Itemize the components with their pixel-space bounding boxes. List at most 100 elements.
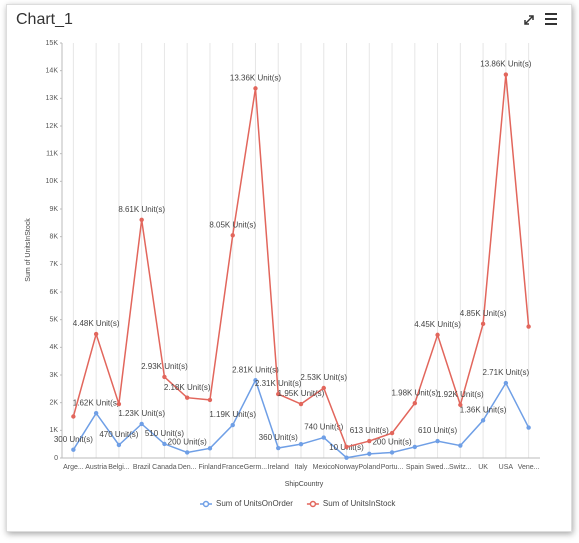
data-point (207, 446, 213, 451)
legend-marker (309, 500, 317, 508)
data-point (503, 380, 509, 386)
data-point (298, 401, 304, 407)
data-point (139, 217, 144, 222)
data-point (344, 455, 349, 460)
data-label: 1.36K Unit(s) (460, 405, 507, 414)
data-point (276, 445, 281, 451)
data-point (139, 421, 144, 427)
y-tick-label: 3K (49, 372, 58, 379)
x-tick-label: Ireland (268, 464, 290, 471)
data-point (230, 422, 235, 428)
data-label: 2.71K Unit(s) (483, 368, 530, 377)
data-point (435, 332, 440, 338)
data-point (116, 442, 122, 448)
x-tick-label: France (222, 464, 244, 471)
data-point (71, 447, 76, 452)
y-tick-label: 14K (46, 68, 59, 75)
data-label: 2.93K Unit(s) (141, 362, 188, 371)
y-tick-label: 15K (46, 40, 59, 47)
x-tick-label: Den... (178, 464, 197, 471)
data-point (526, 425, 531, 430)
data-label: 610 Unit(s) (418, 426, 457, 435)
y-tick-label: 7K (49, 261, 58, 268)
data-point (321, 385, 326, 391)
x-tick-label: Austria (85, 464, 107, 471)
data-point (321, 435, 326, 440)
data-point (367, 438, 372, 444)
data-point (480, 321, 486, 327)
x-axis-title: ShipCountry (285, 481, 324, 488)
data-point (162, 441, 167, 447)
data-label: 1.62K Unit(s) (73, 398, 120, 407)
menu-icon[interactable] (545, 13, 557, 25)
data-point (93, 331, 99, 337)
x-tick-label: Italy (295, 464, 308, 471)
data-label: 613 Unit(s) (350, 426, 389, 435)
data-label: 1.98K Unit(s) (391, 388, 438, 397)
y-tick-label: 4K (49, 344, 58, 351)
data-point (344, 444, 349, 450)
data-point (389, 430, 395, 436)
data-label: 1.23K Unit(s) (118, 409, 165, 418)
data-point (184, 395, 190, 400)
y-tick-label: 13K (46, 95, 59, 102)
x-tick-label: Poland (358, 464, 380, 471)
x-tick-label: Germ... (244, 464, 267, 471)
data-point (503, 72, 509, 77)
y-tick-label: 1K (49, 427, 58, 434)
x-tick-label: Portu... (381, 464, 404, 471)
x-tick-label: Arge... (63, 464, 84, 471)
data-point (412, 444, 418, 450)
legend-label: Sum of UnitsInStock (323, 499, 396, 508)
chart-card (6, 4, 572, 532)
expand-icon[interactable] (524, 15, 534, 25)
x-tick-label: Swed... (426, 464, 449, 471)
data-point (412, 401, 418, 406)
data-label: 2.31K Unit(s) (255, 379, 302, 388)
x-tick-label: Vene... (518, 464, 540, 471)
data-label: 1.95K Unit(s) (278, 389, 325, 398)
x-tick-label: Norway (335, 464, 359, 471)
y-tick-label: 12K (46, 123, 59, 130)
data-label: 4.45K Unit(s) (414, 320, 461, 329)
data-label: 2.53K Unit(s) (300, 373, 347, 382)
y-tick-label: 10K (46, 178, 59, 185)
x-tick-label: Finland (198, 464, 221, 471)
data-point (298, 441, 304, 447)
data-label: 4.85K Unit(s) (460, 309, 507, 318)
data-point (207, 397, 213, 403)
y-axis-title: Sum of UnitsInStock (25, 218, 32, 282)
data-label: 8.61K Unit(s) (118, 205, 165, 214)
data-point (93, 410, 99, 416)
y-tick-label: 11K (46, 151, 58, 158)
data-point (162, 374, 167, 380)
data-point (253, 378, 258, 383)
data-point (116, 401, 122, 407)
data-point (458, 443, 463, 448)
data-point (367, 451, 372, 457)
data-label: 8.05K Unit(s) (209, 220, 256, 229)
data-point (526, 324, 531, 329)
data-label: 740 Unit(s) (304, 423, 343, 432)
data-label: 200 Unit(s) (372, 438, 411, 447)
data-label: 360 Unit(s) (259, 433, 298, 442)
data-label: 4.48K Unit(s) (73, 319, 120, 328)
data-point (71, 414, 76, 419)
y-tick-label: 5K (49, 317, 58, 324)
x-tick-label: Brazil (133, 464, 151, 471)
data-point (230, 233, 235, 238)
data-label: 200 Unit(s) (168, 438, 207, 447)
data-label: 2.18K Unit(s) (164, 383, 211, 392)
y-tick-label: 8K (49, 234, 58, 241)
x-tick-label: Spain (406, 464, 424, 471)
x-tick-label: Switz... (449, 464, 472, 471)
chart-title: Chart_1 (16, 11, 73, 28)
data-label: 13.36K Unit(s) (230, 73, 281, 82)
data-label: 13.86K Unit(s) (480, 60, 531, 69)
data-point (458, 402, 463, 408)
y-tick-label: 9K (49, 206, 58, 213)
data-point (184, 450, 190, 455)
legend-marker (202, 500, 210, 508)
data-label: 1.92K Unit(s) (437, 390, 484, 399)
data-label: 2.81K Unit(s) (232, 365, 279, 374)
